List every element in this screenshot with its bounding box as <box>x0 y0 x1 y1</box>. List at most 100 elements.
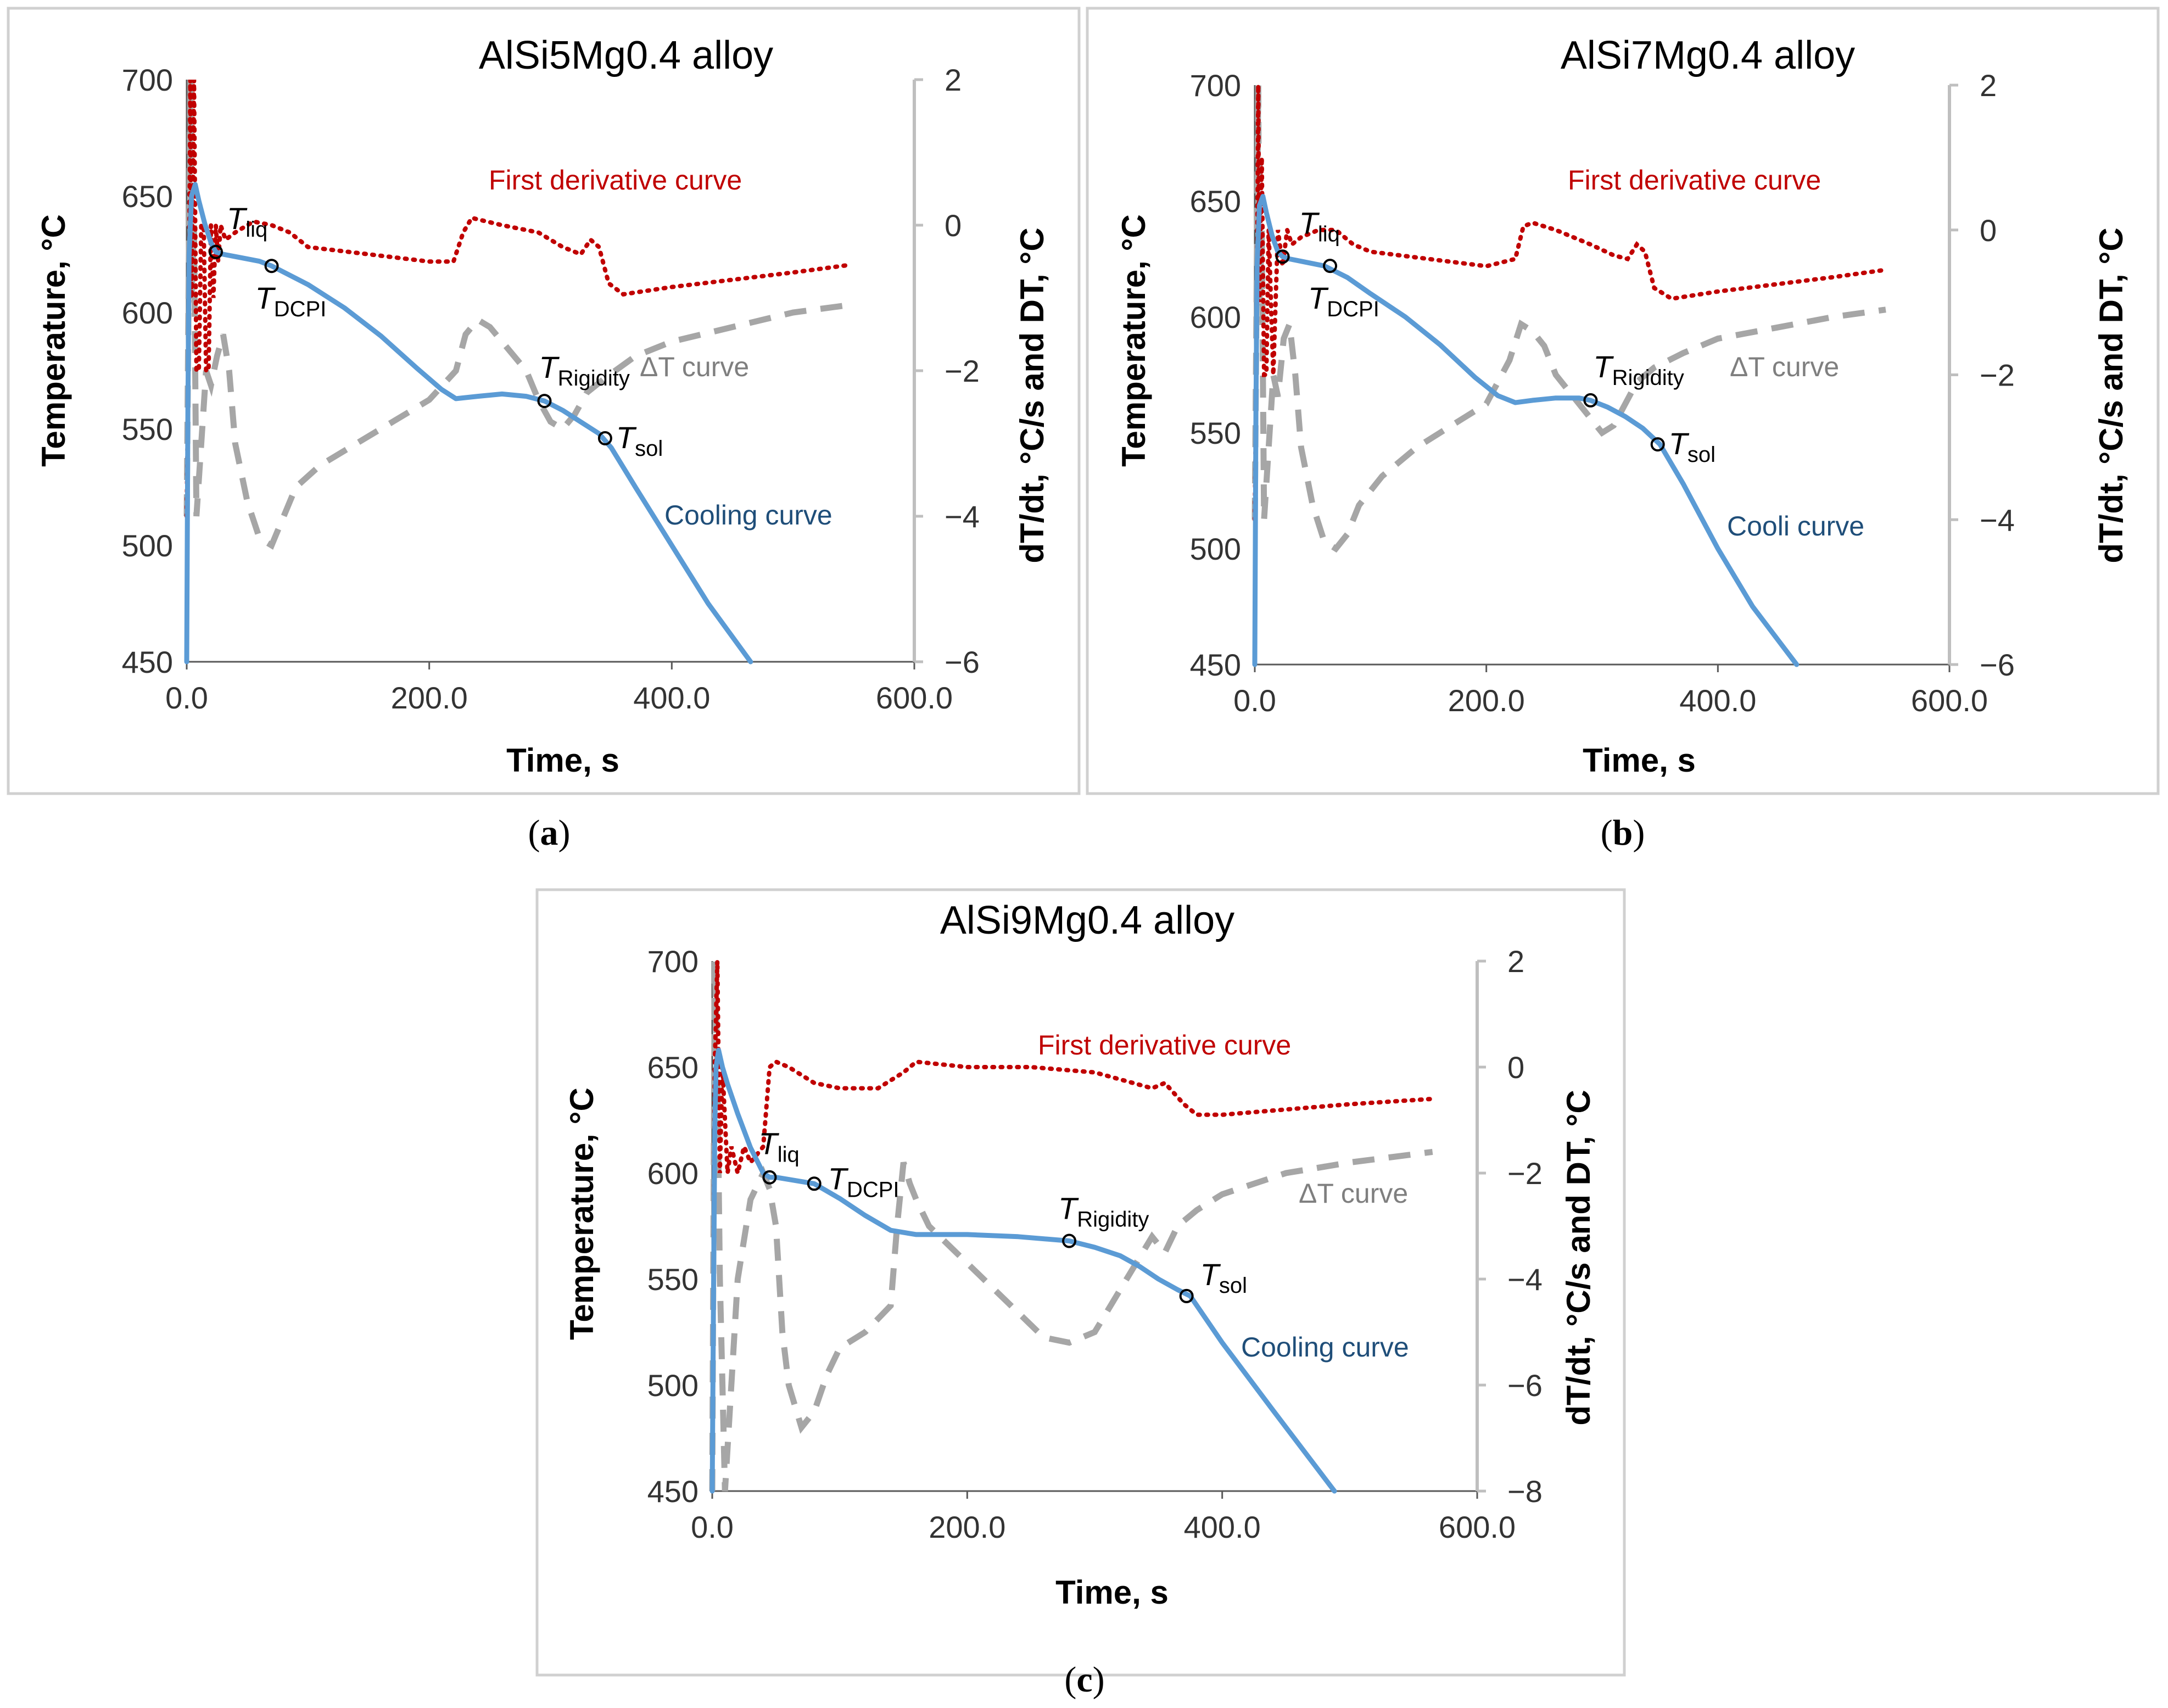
delta-t-label: ΔT curve <box>1299 1178 1408 1209</box>
delta-t-label: ΔT curve <box>640 351 749 382</box>
y-tick-label: 650 <box>122 179 173 214</box>
x-axis-title: Time, s <box>1055 1574 1169 1611</box>
y-tick-label: 650 <box>647 1050 699 1085</box>
caption-a: (a) <box>528 813 571 853</box>
characteristic-point-label: Tsol <box>1669 426 1716 467</box>
x-tick-label: 400.0 <box>1679 683 1756 718</box>
chart-panel-b: AlSi7Mg0.4 alloy 0.0 200.0 400.0 600.0 450 50… <box>1086 7 2160 795</box>
first-derivative-label: First derivative curve <box>1568 165 1821 196</box>
cooling-curve-label: Cooling curve <box>664 500 832 531</box>
y2-tick-label: −8 <box>1507 1474 1543 1509</box>
first-derivative-label: First derivative curve <box>489 165 742 196</box>
characteristic-point-label: TDCPI <box>255 281 327 321</box>
y-axis-title: Temperature, °C <box>1115 214 1152 467</box>
y-tick-label: 700 <box>122 63 173 97</box>
plot-area: 0.0 200.0 400.0 600.0 450 500 550 600 650 700 −6 −4… <box>122 63 980 715</box>
x-tick-label: 200.0 <box>929 1510 1005 1544</box>
y2-axis-title: dT/dt, °C/s and DT, °C <box>2093 227 2130 563</box>
characteristic-point-marker <box>1650 437 1665 452</box>
characteristic-point-marker <box>597 431 612 445</box>
chart-title: AlSi7Mg0.4 alloy <box>1561 34 1855 77</box>
chart-panel-c: AlSi9Mg0.4 alloy 0.0 200.0 400.0 600.0 450 50… <box>535 888 1626 1677</box>
characteristic-point-label: TRigidity <box>539 350 629 390</box>
cooling-curve-label: Cooling curve <box>1241 1332 1409 1363</box>
panel-frame <box>535 888 1626 1677</box>
y-tick-label: 600 <box>1190 300 1241 334</box>
y-tick-label: 700 <box>1190 68 1241 103</box>
first-derivative-label: First derivative curve <box>1038 1030 1291 1060</box>
x-tick-label: 0.0 <box>1233 683 1276 718</box>
x-axis-title: Time, s <box>1583 742 1696 779</box>
characteristic-point-marker <box>807 1176 822 1191</box>
y2-tick-label: 2 <box>945 63 962 97</box>
delta-t-line <box>709 961 1433 1492</box>
x-tick-label: 0.0 <box>691 1510 734 1544</box>
y-tick-label: 450 <box>1190 648 1241 682</box>
characteristic-point-marker <box>1583 393 1598 408</box>
characteristic-point-marker <box>1323 259 1338 273</box>
y-tick-label: 600 <box>122 295 173 330</box>
y-axis-title: Temperature, °C <box>35 214 72 467</box>
characteristic-point-marker <box>537 394 552 409</box>
x-axis-title: Time, s <box>506 742 619 779</box>
y2-axis-title: dT/dt, °C/s and DT, °C <box>1014 227 1051 563</box>
y-tick-label: 500 <box>1190 532 1241 566</box>
y-tick-label: 700 <box>647 944 699 979</box>
characteristic-point-marker <box>264 259 279 273</box>
panel-frame <box>1086 7 2160 795</box>
plot-area: 0.0 200.0 400.0 600.0 450 500 550 600 650 700 −6 −4… <box>1190 68 2015 718</box>
y-tick-label: 550 <box>1190 416 1241 450</box>
y2-tick-label: 2 <box>1507 944 1524 979</box>
characteristic-point-marker <box>1179 1288 1194 1303</box>
cooling-curve-line <box>1252 194 1800 667</box>
x-tick-label: 400.0 <box>633 680 710 715</box>
characteristic-point-label: Tsol <box>1200 1257 1247 1298</box>
y2-tick-label: −6 <box>1980 648 2015 682</box>
plot-area: 0.0 200.0 400.0 600.0 450 500 550 600 650 700 −8 −6… <box>647 944 1543 1544</box>
x-tick-label: 600.0 <box>876 680 953 715</box>
y-tick-label: 650 <box>1190 184 1241 219</box>
y2-tick-label: −4 <box>1980 503 2015 537</box>
y2-tick-label: −4 <box>945 499 980 534</box>
y2-tick-label: 2 <box>1980 68 1997 103</box>
chart-title: AlSi5Mg0.4 alloy <box>479 34 773 77</box>
y-axis-title: Temperature, °C <box>563 1087 600 1340</box>
x-tick-label: 0.0 <box>165 680 208 715</box>
x-tick-label: 200.0 <box>391 680 468 715</box>
chart-title: AlSi9Mg0.4 alloy <box>940 898 1234 942</box>
x-tick-label: 400.0 <box>1184 1510 1261 1544</box>
delta-t-line <box>183 79 848 550</box>
characteristic-point-label: TDCPI <box>1308 281 1379 321</box>
characteristic-point-label: Tliq <box>758 1126 799 1167</box>
characteristic-point-marker <box>1275 249 1290 264</box>
y2-tick-label: −6 <box>1507 1368 1543 1403</box>
characteristic-point-label: TRigidity <box>1593 349 1684 390</box>
y-tick-label: 450 <box>647 1474 699 1509</box>
characteristic-point-label: Tliq <box>227 201 267 242</box>
y-tick-label: 550 <box>122 412 173 446</box>
x-tick-label: 600.0 <box>1439 1510 1516 1544</box>
cooling-curve-line <box>184 182 753 665</box>
cooling-curve-label: Cooli curve <box>1727 511 1864 542</box>
first-derivative-line <box>185 79 850 518</box>
characteristic-point-marker <box>1062 1233 1077 1248</box>
characteristic-point-label: Tliq <box>1299 205 1340 246</box>
first-derivative-line <box>710 961 1435 1493</box>
cooling-curve-line <box>709 1047 1337 1494</box>
y2-tick-label: 0 <box>1980 213 1997 248</box>
y-tick-label: 500 <box>647 1368 699 1403</box>
y-tick-label: 550 <box>647 1262 699 1297</box>
y-tick-label: 500 <box>122 528 173 563</box>
y2-tick-label: −4 <box>1507 1262 1543 1297</box>
y-tick-label: 450 <box>122 645 173 679</box>
y2-tick-label: 0 <box>945 208 962 243</box>
y2-tick-label: 0 <box>1507 1050 1524 1085</box>
characteristic-point-marker <box>762 1170 777 1185</box>
characteristic-point-label: TDCPI <box>828 1161 899 1202</box>
caption-b: (b) <box>1601 813 1645 853</box>
characteristic-point-label: TRigidity <box>1058 1191 1149 1232</box>
y2-axis-title: dT/dt, °C/s and DT, °C <box>1560 1090 1597 1425</box>
characteristic-point-marker <box>209 244 223 259</box>
y2-tick-label: −2 <box>945 354 980 388</box>
